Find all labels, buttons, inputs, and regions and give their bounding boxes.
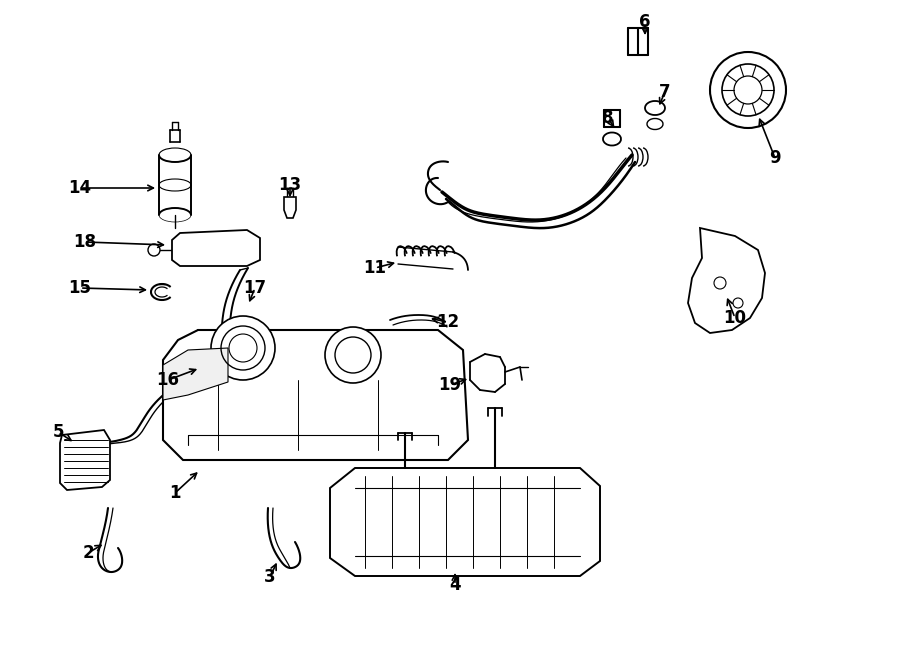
Text: 15: 15 bbox=[68, 279, 92, 297]
Text: 1: 1 bbox=[169, 484, 181, 502]
Polygon shape bbox=[163, 348, 228, 400]
Text: 10: 10 bbox=[724, 309, 746, 327]
Polygon shape bbox=[163, 330, 468, 460]
Text: 7: 7 bbox=[659, 83, 670, 101]
Text: 11: 11 bbox=[364, 259, 386, 277]
Text: 17: 17 bbox=[243, 279, 266, 297]
Text: 8: 8 bbox=[602, 109, 614, 127]
Text: 2: 2 bbox=[82, 544, 94, 562]
Text: 5: 5 bbox=[52, 423, 64, 441]
Polygon shape bbox=[172, 230, 260, 266]
Polygon shape bbox=[284, 197, 296, 218]
Circle shape bbox=[325, 327, 381, 383]
Polygon shape bbox=[60, 430, 110, 490]
Polygon shape bbox=[688, 228, 765, 333]
Text: 3: 3 bbox=[265, 568, 275, 586]
Circle shape bbox=[710, 52, 786, 128]
Circle shape bbox=[148, 244, 160, 256]
Text: 9: 9 bbox=[770, 149, 781, 167]
Text: 16: 16 bbox=[157, 371, 179, 389]
Text: 13: 13 bbox=[278, 176, 302, 194]
Text: 6: 6 bbox=[639, 13, 651, 31]
Text: 18: 18 bbox=[74, 233, 96, 251]
Text: 19: 19 bbox=[438, 376, 462, 394]
Circle shape bbox=[211, 316, 275, 380]
Text: 12: 12 bbox=[436, 313, 460, 331]
Text: 14: 14 bbox=[68, 179, 92, 197]
Polygon shape bbox=[330, 468, 600, 576]
Text: 4: 4 bbox=[449, 576, 461, 594]
